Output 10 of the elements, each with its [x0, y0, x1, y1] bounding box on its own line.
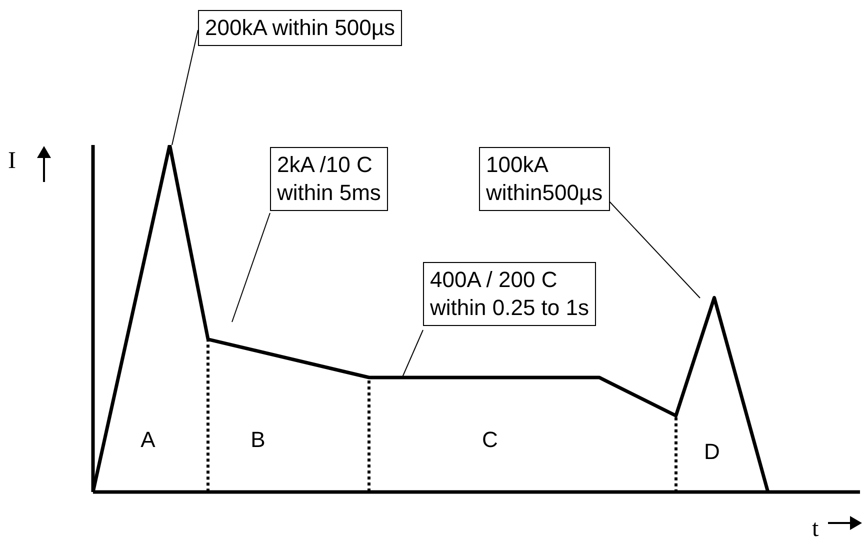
- annotation: 2kA /10 C within 5ms: [270, 147, 388, 211]
- annotation: B: [250, 426, 266, 454]
- y-axis-title: I: [8, 148, 16, 175]
- x-axis-title: t: [812, 516, 819, 543]
- text: 200kA within 500µs: [198, 10, 402, 46]
- annotation: C: [481, 426, 499, 454]
- annotation: A: [140, 426, 156, 454]
- annotation: 400A / 200 C within 0.25 to 1s: [423, 262, 596, 326]
- annotation: 100kA within500µs: [479, 147, 610, 211]
- annotation: D: [703, 438, 721, 466]
